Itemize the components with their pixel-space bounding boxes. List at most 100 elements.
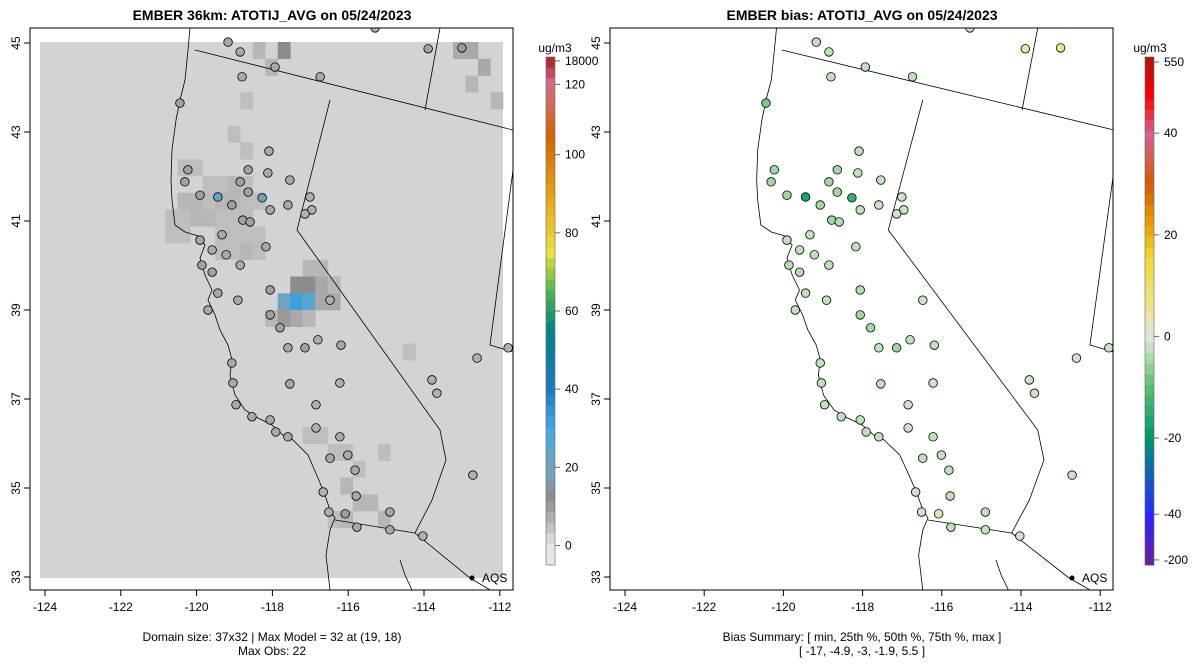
model-cell xyxy=(490,92,504,110)
station-marker xyxy=(855,285,865,295)
model-cell xyxy=(227,243,241,261)
station-marker xyxy=(180,177,190,187)
model-cell xyxy=(165,226,178,244)
station-marker xyxy=(472,353,482,363)
colorbar-swatch xyxy=(546,406,555,418)
colorbar-swatch xyxy=(546,554,555,566)
station-marker xyxy=(824,177,834,187)
colorbar-swatch xyxy=(546,353,555,365)
station-marker xyxy=(1029,388,1040,398)
station-marker xyxy=(175,98,185,108)
station-marker xyxy=(351,491,361,501)
colorbar-swatch xyxy=(1145,173,1154,185)
model-cell xyxy=(302,276,316,294)
colorbar-swatch xyxy=(1145,215,1154,227)
station-marker xyxy=(245,217,255,227)
y-tick-label: 35 xyxy=(9,481,23,495)
colorbar-swatch xyxy=(546,501,555,513)
station-marker xyxy=(265,285,275,295)
station-marker xyxy=(311,400,321,410)
colorbar-swatch xyxy=(1145,480,1154,492)
x-tick-label: -124 xyxy=(33,600,57,614)
station-marker xyxy=(933,509,944,519)
colorbar-swatch xyxy=(546,289,555,301)
y-tick-label: 37 xyxy=(589,392,603,406)
model-cell xyxy=(302,310,316,328)
colorbar-swatch xyxy=(546,247,555,259)
station-marker xyxy=(1020,44,1031,54)
model-cell xyxy=(177,226,191,244)
colorbar-swatch xyxy=(546,543,555,555)
colorbar-swatch xyxy=(546,363,555,375)
station-marker xyxy=(1024,375,1035,385)
model-cell xyxy=(252,226,266,244)
station-marker xyxy=(874,200,884,210)
model-cell xyxy=(215,176,229,194)
y-tick-label: 43 xyxy=(589,125,603,139)
station-marker xyxy=(936,450,947,460)
station-marker xyxy=(307,205,317,215)
y-tick-label: 41 xyxy=(589,214,603,228)
model-cell xyxy=(365,494,379,512)
station-marker xyxy=(861,427,871,437)
station-marker xyxy=(270,62,280,72)
boundary-line xyxy=(399,559,413,590)
model-cell xyxy=(327,276,341,294)
x-tick-label: -122 xyxy=(692,600,716,614)
state-boundaries xyxy=(170,28,513,590)
colorbar-swatch xyxy=(546,300,555,312)
station-marker xyxy=(265,205,275,215)
colorbar-swatch xyxy=(1145,427,1154,439)
x-tick-label: -116 xyxy=(337,600,360,614)
colorbar-tick-label: 18000 xyxy=(565,54,599,68)
station-marker xyxy=(876,175,886,185)
station-marker xyxy=(836,412,846,422)
station-marker xyxy=(213,192,223,202)
colorbar-swatch xyxy=(1145,268,1154,280)
colorbar-tick-label: 0 xyxy=(1164,329,1171,343)
colorbar-swatch xyxy=(546,512,555,524)
station-marker xyxy=(782,235,792,245)
station-marker xyxy=(815,358,825,368)
x-tick-label: -118 xyxy=(261,600,284,614)
bias-stations xyxy=(761,28,1113,541)
right-legend-unit: ug/m3 xyxy=(1133,41,1167,55)
station-marker xyxy=(283,200,293,210)
colorbar-swatch xyxy=(1145,533,1154,545)
colorbar-swatch xyxy=(1145,438,1154,449)
colorbar-swatch xyxy=(546,173,555,185)
station-marker xyxy=(819,400,830,410)
colorbar-swatch xyxy=(546,395,555,407)
station-marker xyxy=(243,165,253,175)
station-marker xyxy=(283,432,293,442)
model-cell xyxy=(290,310,304,328)
colorbar-swatch xyxy=(546,490,555,502)
station-marker xyxy=(237,72,247,82)
model-cell xyxy=(477,58,491,76)
station-marker xyxy=(221,250,231,260)
station-marker xyxy=(916,507,927,517)
station-marker xyxy=(265,310,275,320)
station-marker xyxy=(853,168,863,178)
colorbar-swatch xyxy=(546,374,555,386)
colorbar-swatch xyxy=(1145,258,1154,270)
station-marker xyxy=(794,245,805,255)
right-footer-line1: Bias Summary: [ min, 25th %, 50th %, 75t… xyxy=(723,630,1002,644)
model-cell xyxy=(240,142,254,160)
aqs-marker-icon xyxy=(469,575,475,581)
station-marker xyxy=(305,192,315,202)
colorbar-swatch xyxy=(1145,141,1154,153)
station-marker xyxy=(335,432,345,442)
station-marker xyxy=(815,200,825,210)
y-tick-label: 43 xyxy=(9,125,23,139)
colorbar-swatch xyxy=(1145,395,1154,407)
station-marker xyxy=(261,242,271,252)
model-cell xyxy=(227,125,241,143)
model-cell xyxy=(177,209,191,227)
colorbar-swatch xyxy=(546,78,555,90)
colorbar-swatch xyxy=(546,67,555,79)
colorbar-swatch xyxy=(1145,321,1154,333)
y-tick-label: 35 xyxy=(589,481,603,495)
colorbar-swatch xyxy=(1145,99,1154,111)
model-cell xyxy=(277,42,291,60)
